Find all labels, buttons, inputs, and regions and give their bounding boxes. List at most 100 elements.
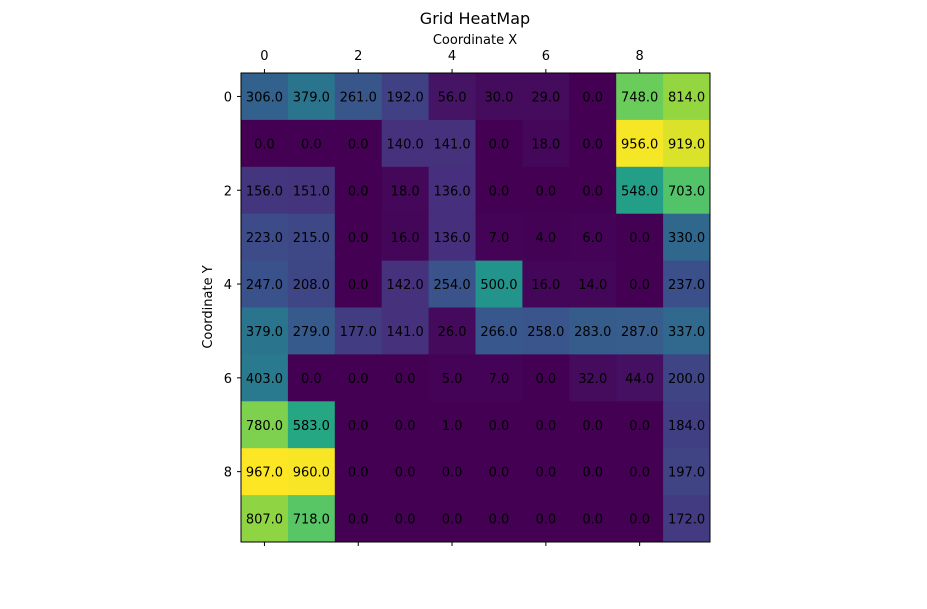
heatmap-cell: [569, 448, 617, 496]
heatmap-cell: [381, 307, 430, 355]
cell-value-label: 718.0: [293, 513, 330, 528]
cell-value-label: 0.0: [582, 90, 603, 105]
heatmap-cell: [241, 166, 289, 215]
heatmap-cell: [334, 307, 383, 355]
cell-value-label: 0.0: [489, 513, 510, 528]
cell-value-label: 0.0: [489, 137, 510, 152]
cell-value-label: 142.0: [387, 278, 424, 293]
cell-value-label: 0.0: [395, 513, 416, 528]
heatmap-cell: [241, 213, 289, 262]
chart-title: Grid HeatMap: [420, 9, 530, 28]
heatmap-cell: [522, 213, 570, 262]
cell-value-label: 0.0: [582, 419, 603, 434]
heatmap-cell: [241, 354, 289, 402]
cell-value-label: 0.0: [629, 419, 650, 434]
heatmap-cell: [616, 354, 664, 402]
cell-value-label: 0.0: [442, 513, 463, 528]
heatmap-cell: [663, 166, 711, 215]
heatmap-cell: [569, 73, 617, 121]
heatmap-cell: [569, 307, 617, 355]
heatmap-cell: [663, 119, 711, 168]
cell-value-label: 29.0: [531, 90, 560, 105]
heatmap-cell: [334, 260, 383, 308]
x-tick-label: 8: [636, 49, 644, 64]
heatmap-cell: [569, 213, 617, 262]
heatmap-cell: [475, 354, 523, 402]
heatmap-cell: [475, 401, 523, 449]
cell-value-label: 807.0: [246, 513, 283, 528]
heatmap-cell: [616, 401, 664, 449]
heatmap-cell: [287, 166, 336, 215]
heatmap-cell: [569, 166, 617, 215]
heatmap-cell: [616, 495, 664, 543]
cell-value-label: 172.0: [668, 513, 705, 528]
cell-value-label: 16.0: [531, 278, 560, 293]
cell-value-label: 0.0: [536, 513, 557, 528]
heatmap-cell: [428, 166, 476, 215]
cell-value-label: 32.0: [578, 372, 607, 387]
cell-value-label: 151.0: [293, 184, 330, 199]
cell-value-label: 223.0: [246, 231, 283, 246]
heatmap-cell: [241, 119, 289, 168]
heatmap-cell: [334, 448, 383, 496]
cell-value-label: 0.0: [301, 137, 322, 152]
cell-value-label: 956.0: [621, 137, 658, 152]
cell-value-label: 283.0: [574, 325, 611, 340]
heatmap-cell: [334, 73, 383, 121]
heatmap-cell: [663, 307, 711, 355]
heatmap-cell: [616, 260, 664, 308]
cell-value-label: 379.0: [246, 325, 283, 340]
cell-value-label: 192.0: [387, 90, 424, 105]
heatmap-cell: [334, 213, 383, 262]
heatmap-cell: [616, 166, 664, 215]
cell-value-label: 44.0: [625, 372, 654, 387]
heatmap-cell: [522, 495, 570, 543]
x-tick-label: 6: [542, 49, 550, 64]
cell-value-label: 56.0: [438, 90, 467, 105]
cell-value-label: 1.0: [442, 419, 463, 434]
heatmap-cell: [287, 213, 336, 262]
cell-value-label: 0.0: [348, 372, 369, 387]
heatmap-cell: [287, 307, 336, 355]
cell-value-label: 500.0: [480, 278, 517, 293]
cell-value-label: 0.0: [629, 231, 650, 246]
heatmap-cell: [663, 260, 711, 308]
cell-value-label: 287.0: [621, 325, 658, 340]
heatmap-cell: [428, 401, 476, 449]
cell-value-label: 258.0: [527, 325, 564, 340]
heatmap-cell: [381, 119, 430, 168]
cell-value-label: 141.0: [387, 325, 424, 340]
y-tick-label: 6: [224, 372, 232, 387]
cell-value-label: 583.0: [293, 419, 330, 434]
cell-value-label: 0.0: [254, 137, 275, 152]
y-axis-ticks: 0 2 4 6 8: [224, 90, 241, 481]
cell-value-label: 748.0: [621, 90, 658, 105]
cell-value-label: 0.0: [536, 419, 557, 434]
heatmap-cell: [381, 73, 430, 121]
cell-value-label: 5.0: [442, 372, 463, 387]
heatmap-cell: [287, 73, 336, 121]
heatmap-cell: [616, 307, 664, 355]
cell-value-label: 0.0: [395, 372, 416, 387]
cell-value-label: 0.0: [301, 372, 322, 387]
cell-value-label: 0.0: [582, 184, 603, 199]
heatmap-cell: [663, 354, 711, 402]
cell-value-label: 0.0: [348, 466, 369, 481]
cell-value-label: 0.0: [629, 466, 650, 481]
cell-value-label: 703.0: [668, 184, 705, 199]
heatmap-cell: [475, 448, 523, 496]
cell-value-label: 0.0: [348, 184, 369, 199]
cell-value-label: 136.0: [433, 184, 470, 199]
heatmap-cell: [241, 260, 289, 308]
cell-value-label: 4.0: [536, 231, 557, 246]
plot-frame: [240, 72, 711, 543]
cell-value-label: 266.0: [480, 325, 517, 340]
heatmap-cell: [241, 401, 289, 449]
cell-value-label: 0.0: [348, 278, 369, 293]
cell-value-label: 330.0: [668, 231, 705, 246]
heatmap-cell: [663, 401, 711, 449]
heatmap-cell: [569, 495, 617, 543]
heatmap-cell: [475, 213, 523, 262]
heatmap-cell: [522, 119, 570, 168]
